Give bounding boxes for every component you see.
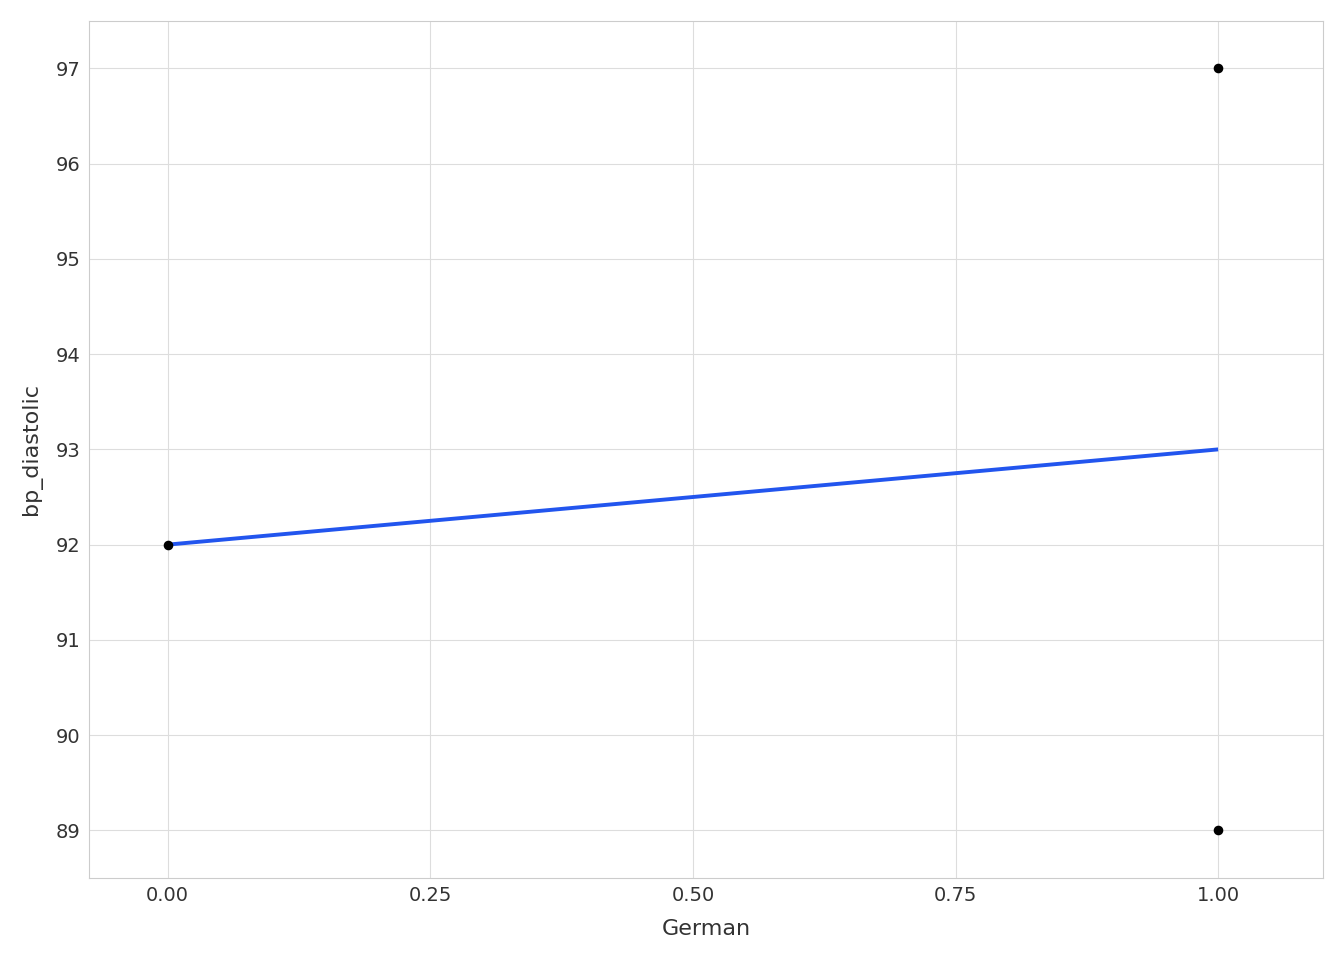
Point (1207, 60, 1228, 76)
Point (1207, 823, 1228, 838)
X-axis label: German: German (661, 919, 750, 939)
Point (157, 537, 179, 552)
Y-axis label: bp_diastolic: bp_diastolic (22, 383, 42, 516)
